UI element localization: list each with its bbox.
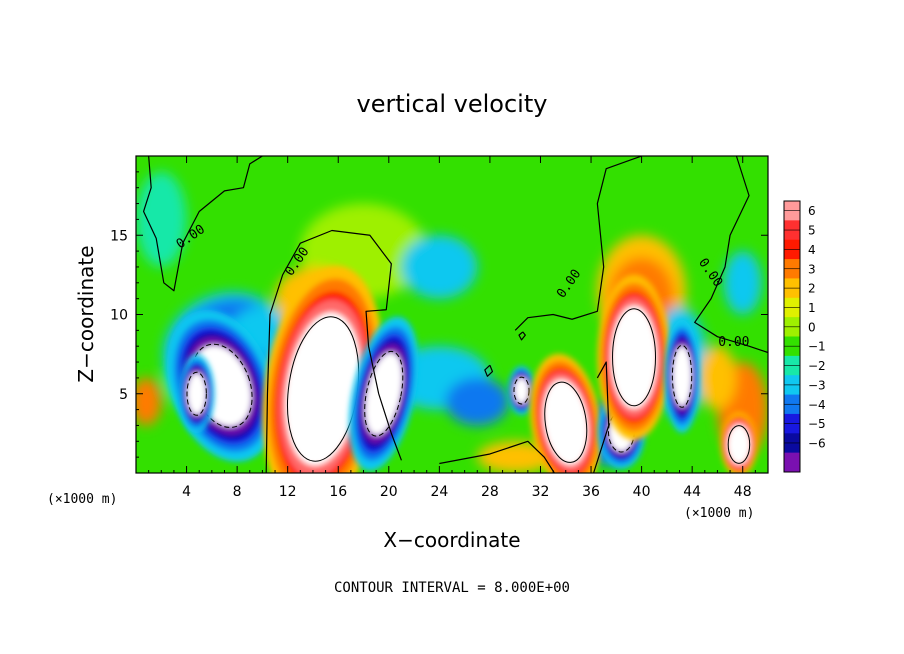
cell-contour — [671, 344, 693, 408]
x-tick-label: 24 — [430, 484, 448, 500]
x-tick-label: 28 — [481, 484, 499, 500]
zero-contour-line — [439, 440, 555, 473]
cell-contour — [186, 371, 207, 416]
zero-contour-line — [518, 331, 526, 341]
field-blob — [723, 251, 762, 315]
colorbar: 6 5 4 3 2 1 0 −1 −2 −3 −4 −5 −6 — [783, 200, 826, 473]
cell-contour — [513, 376, 530, 405]
y-axis-label: Z−coordinate — [74, 245, 98, 382]
field-blob — [401, 235, 478, 299]
colorbar-label: 1 — [808, 301, 816, 315]
cell-contour — [364, 350, 404, 437]
zero-contours — [142, 156, 768, 473]
colorbar-label: 0 — [808, 320, 816, 334]
y-unit-label: (×1000 m) — [47, 492, 117, 507]
cell-ring — [514, 377, 529, 404]
zero-contour-line — [592, 361, 610, 473]
field-blob — [477, 441, 554, 473]
x-axis: 4 8 12 16 20 24 28 32 36 40 44 48 — [148, 156, 756, 500]
cell-ring — [543, 379, 588, 465]
colorbar-label: −2 — [808, 359, 826, 373]
cell-contour — [612, 308, 657, 407]
downdraft-cell — [348, 316, 419, 471]
cell-ring — [611, 305, 657, 409]
zero-contour-line — [484, 364, 494, 377]
x-tick-label: 8 — [233, 484, 242, 500]
x-tick-label: 32 — [532, 484, 550, 500]
cell-ring — [187, 372, 207, 415]
velocity-cells — [167, 265, 758, 473]
x-tick-label: 36 — [582, 484, 600, 500]
x-unit-label: (×1000 m) — [684, 506, 754, 521]
colorbar-label: −4 — [808, 398, 826, 412]
cell-contour — [727, 425, 751, 464]
x-tick-label: 44 — [683, 484, 701, 500]
colorbar-label: 3 — [808, 262, 816, 276]
chart-title: vertical velocity — [357, 90, 548, 118]
colorbar-frame — [783, 200, 801, 473]
plot-area: 0.000.000.00 0.000.00 — [135, 155, 769, 474]
y-axis: 5 10 15 — [110, 171, 768, 458]
colorbar-label: 6 — [808, 204, 816, 218]
zero-contour-line — [694, 156, 768, 354]
x-tick-label: 48 — [734, 484, 752, 500]
field-blob — [136, 171, 187, 267]
colorbar-label: −1 — [808, 340, 826, 354]
zero-contour-line — [265, 229, 403, 473]
colorbar-label: 2 — [808, 282, 816, 296]
x-axis-label: X−coordinate — [383, 528, 520, 552]
colorbar-label: −5 — [808, 417, 826, 431]
updraft-cell — [597, 274, 671, 441]
colorbar-label: 5 — [808, 224, 816, 238]
zero-contour-line — [514, 156, 642, 331]
colorbar-label: −6 — [808, 436, 826, 450]
downdraft-cell — [664, 319, 700, 433]
updraft-cell — [720, 412, 758, 473]
x-tick-label: 4 — [182, 484, 191, 500]
colorbar-label: 4 — [808, 243, 816, 257]
field-blob — [445, 377, 509, 426]
contour-interval-note: CONTOUR INTERVAL = 8.000E+00 — [334, 580, 570, 596]
cell-ring — [727, 424, 751, 465]
x-tick-label: 20 — [380, 484, 398, 500]
downdraft-cell — [179, 354, 215, 434]
field-blob — [136, 377, 162, 426]
x-tick-label: 16 — [329, 484, 347, 500]
zero-contour-line — [142, 156, 263, 292]
cell-contour — [544, 381, 588, 463]
y-tick-label: 5 — [119, 387, 128, 403]
colorbar-swatch — [784, 452, 800, 473]
y-tick-label: 10 — [110, 308, 128, 324]
x-tick-label: 12 — [279, 484, 297, 500]
field-blob — [698, 346, 737, 410]
cell-ring — [285, 312, 361, 466]
colorbar-label: −3 — [808, 378, 826, 392]
cell-ring — [672, 346, 692, 407]
contour-label: 0.00 — [718, 335, 749, 350]
y-tick-label: 15 — [110, 228, 128, 244]
x-tick-label: 40 — [633, 484, 651, 500]
